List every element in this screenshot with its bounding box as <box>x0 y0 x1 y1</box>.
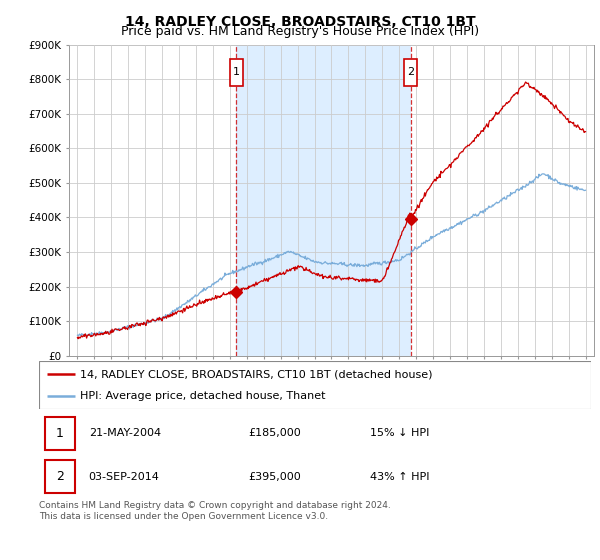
Text: £395,000: £395,000 <box>249 472 302 482</box>
FancyBboxPatch shape <box>44 417 75 450</box>
Text: 14, RADLEY CLOSE, BROADSTAIRS, CT10 1BT: 14, RADLEY CLOSE, BROADSTAIRS, CT10 1BT <box>125 15 475 29</box>
Text: 2: 2 <box>407 67 414 77</box>
Text: 2: 2 <box>56 470 64 483</box>
FancyBboxPatch shape <box>230 59 243 86</box>
Text: 03-SEP-2014: 03-SEP-2014 <box>89 472 160 482</box>
Text: 1: 1 <box>56 427 64 440</box>
Text: 15% ↓ HPI: 15% ↓ HPI <box>370 428 430 438</box>
FancyBboxPatch shape <box>44 460 75 493</box>
Text: 43% ↑ HPI: 43% ↑ HPI <box>370 472 430 482</box>
Text: HPI: Average price, detached house, Thanet: HPI: Average price, detached house, Than… <box>80 391 326 401</box>
FancyBboxPatch shape <box>404 59 418 86</box>
Text: 14, RADLEY CLOSE, BROADSTAIRS, CT10 1BT (detached house): 14, RADLEY CLOSE, BROADSTAIRS, CT10 1BT … <box>80 369 433 379</box>
Text: £185,000: £185,000 <box>249 428 302 438</box>
Text: Price paid vs. HM Land Registry's House Price Index (HPI): Price paid vs. HM Land Registry's House … <box>121 25 479 38</box>
Text: Contains HM Land Registry data © Crown copyright and database right 2024.
This d: Contains HM Land Registry data © Crown c… <box>39 501 391 521</box>
FancyBboxPatch shape <box>39 361 591 409</box>
Text: 1: 1 <box>233 67 240 77</box>
Text: 21-MAY-2004: 21-MAY-2004 <box>89 428 161 438</box>
Bar <box>236 45 410 356</box>
